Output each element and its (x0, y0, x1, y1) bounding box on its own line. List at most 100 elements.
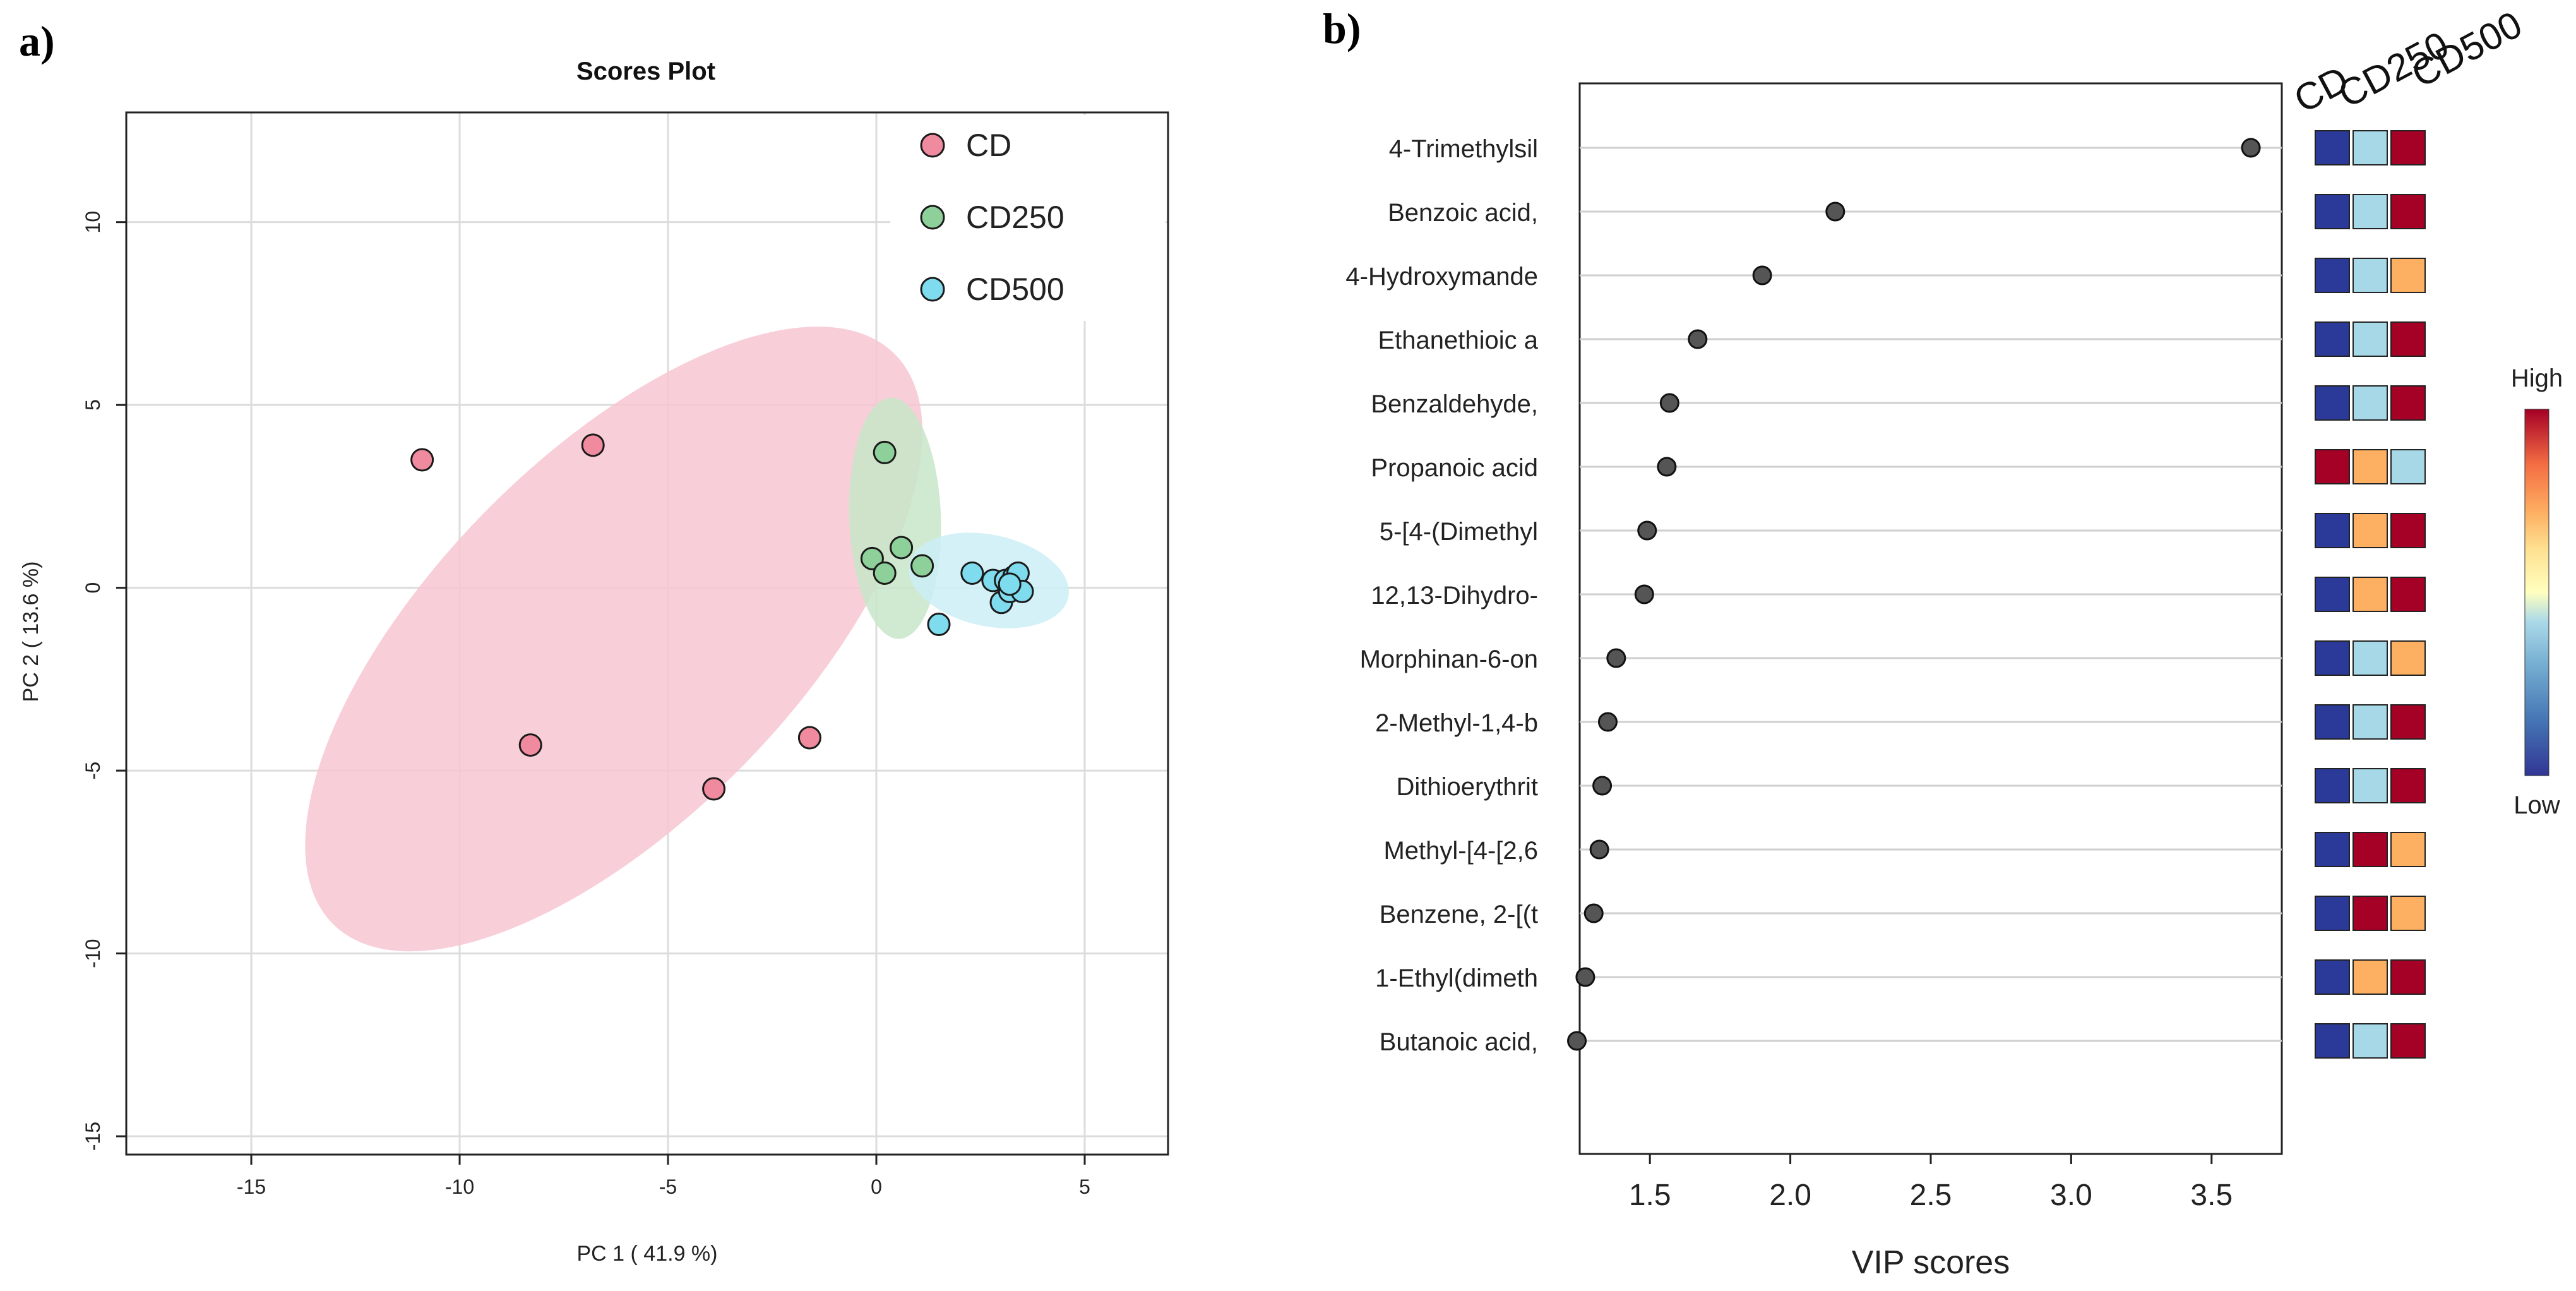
heat-cell-cd500 (2390, 768, 2426, 803)
y-tick-label: -15 (81, 1122, 104, 1151)
vip-x-tick-label: 1.5 (1629, 1179, 1671, 1212)
heat-cell-cd500 (2390, 321, 2426, 357)
confidence-ellipses (305, 327, 1069, 952)
vip-point (1606, 648, 1626, 668)
vip-point (1592, 776, 1613, 796)
heat-cell-cd (2315, 258, 2350, 293)
scores-plot-frame (125, 111, 1169, 1156)
heat-cell-cd (2315, 768, 2350, 803)
point-cd (410, 448, 434, 472)
vip-point (1583, 903, 1604, 923)
heat-cell-cd500 (2390, 449, 2426, 484)
vip-point (1659, 393, 1679, 413)
heat-cell-cd250 (2352, 959, 2388, 995)
vip-rows: 4-Trimethylsil Benzoic acid, 4-Hydroxymand… (1345, 135, 2282, 1056)
vip-feature-label: Benzaldehyde, (1371, 390, 1538, 418)
point-cd250 (873, 440, 897, 464)
vip-feature-label: Methyl-[4-[2,6 (1383, 837, 1538, 865)
x-tick-label: 5 (1079, 1175, 1090, 1198)
heat-cell-cd250 (2352, 258, 2388, 293)
point-cd500 (960, 561, 984, 585)
score-points (410, 433, 1034, 801)
point-cd250 (873, 561, 897, 585)
heat-cell-cd250 (2352, 513, 2388, 548)
point-cd500 (927, 613, 951, 637)
y-tick-label: -5 (81, 762, 104, 779)
legend-marker-cd (920, 133, 945, 158)
point-cd500 (998, 572, 1022, 596)
heat-cell-cd250 (2352, 385, 2388, 421)
x-tick-label: -15 (237, 1175, 266, 1198)
x-tick-label: 0 (871, 1175, 882, 1198)
scores-plot: Scores Plot -15 -10 -5 0 5 -15 -10 -5 0 5 10 PC 1… (19, 57, 1169, 1266)
heat-cell-cd250 (2352, 449, 2388, 484)
heat-cell-cd (2315, 321, 2350, 357)
heat-cell-cd500 (2390, 959, 2426, 995)
heat-cell-cd250 (2352, 704, 2388, 740)
vip-point (2241, 138, 2261, 158)
heat-cell-cd (2315, 704, 2350, 740)
y-tick-label: 0 (81, 582, 104, 594)
vip-feature-label: 4-Hydroxymande (1345, 263, 1538, 291)
vip-feature-label: 2-Methyl-1,4-b (1375, 709, 1538, 737)
vip-point (1634, 584, 1654, 604)
y-tick-label: -10 (81, 939, 104, 968)
heat-cell-cd (2315, 1023, 2350, 1059)
vip-point (1657, 457, 1677, 477)
heat-cell-cd (2315, 640, 2350, 676)
x-tick-label: -5 (659, 1175, 677, 1198)
heat-cell-cd250 (2352, 130, 2388, 165)
legend-label-cd: CD (966, 128, 1011, 163)
colorbar-high-label: High (2511, 364, 2563, 392)
heat-cell-cd500 (2390, 385, 2426, 421)
heat-cell-cd500 (2390, 130, 2426, 165)
scores-x-ticks: -15 -10 -5 0 5 (237, 1155, 1090, 1198)
point-cd (518, 733, 542, 757)
vip-x-axis-label: VIP scores (1852, 1244, 2010, 1281)
colorbar-low-label: Low (2513, 791, 2560, 819)
vip-x-ticks: 1.5 2.0 2.5 3.0 3.5 (1629, 1154, 2233, 1212)
vip-feature-label: Butanoic acid, (1380, 1028, 1538, 1056)
vip-feature-label: Morphinan-6-on (1360, 646, 1538, 673)
heat-cell-cd500 (2390, 577, 2426, 612)
heat-cell-cd500 (2390, 258, 2426, 293)
vip-feature-label: Propanoic acid (1371, 454, 1538, 482)
vip-point (1752, 265, 1772, 285)
legend-marker-cd500 (920, 277, 945, 302)
vip-x-tick-label: 3.0 (2050, 1179, 2092, 1212)
vip-plot-frame (1578, 82, 2283, 1155)
heat-cell-cd (2315, 832, 2350, 867)
heat-cell-cd250 (2352, 768, 2388, 803)
vip-x-tick-label: 2.5 (1910, 1179, 1952, 1212)
vip-feature-label: 12,13-Dihydro- (1371, 582, 1538, 609)
heat-cell-cd (2315, 577, 2350, 612)
heatmap-column-header: CD500 (2405, 3, 2529, 96)
vip-feature-label: Benzoic acid, (1388, 199, 1538, 227)
heat-cell-cd500 (2390, 704, 2426, 740)
panel-b-label: b) (1323, 4, 1361, 52)
heat-cell-cd500 (2390, 832, 2426, 867)
ellipse-cd (305, 327, 923, 952)
point-cd250 (860, 546, 884, 570)
heat-cell-cd500 (2390, 513, 2426, 548)
heat-cell-cd250 (2352, 577, 2388, 612)
vip-point (1575, 967, 1595, 987)
vip-point (1597, 712, 1618, 732)
vip-point (1825, 201, 1846, 222)
heat-cell-cd (2315, 194, 2350, 229)
point-cd250 (890, 536, 914, 560)
point-cd (581, 433, 605, 457)
vip-feature-label: Benzene, 2-[(t (1380, 901, 1538, 928)
heat-cell-cd250 (2352, 896, 2388, 931)
heat-cell-cd500 (2390, 640, 2426, 676)
point-cd (797, 726, 821, 750)
scores-y-axis-label: PC 2 ( 13.6 %) (19, 561, 43, 702)
vip-point (1589, 839, 1609, 860)
heat-cell-cd (2315, 896, 2350, 931)
point-cd (702, 777, 726, 801)
scores-x-axis-label: PC 1 ( 41.9 %) (577, 1242, 718, 1266)
vip-feature-label: 5-[4-(Dimethyl (1380, 518, 1538, 546)
vip-x-tick-label: 3.5 (2190, 1179, 2233, 1212)
vip-point (1567, 1031, 1587, 1051)
heat-cell-cd500 (2390, 896, 2426, 931)
